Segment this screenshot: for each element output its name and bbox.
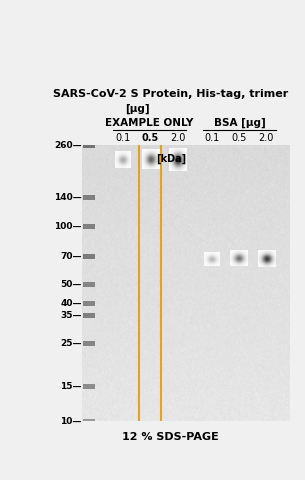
FancyBboxPatch shape	[82, 145, 290, 421]
FancyBboxPatch shape	[83, 312, 95, 318]
FancyBboxPatch shape	[83, 419, 95, 423]
FancyBboxPatch shape	[83, 282, 95, 288]
Text: 0.1: 0.1	[116, 132, 131, 143]
FancyBboxPatch shape	[83, 224, 95, 229]
Text: 10—: 10—	[60, 417, 81, 425]
Text: 0.1: 0.1	[204, 132, 219, 143]
Text: 50—: 50—	[60, 280, 81, 289]
FancyBboxPatch shape	[83, 384, 95, 389]
Text: 140—: 140—	[54, 193, 81, 202]
Text: 25—: 25—	[60, 339, 81, 348]
Text: 12 % SDS-PAGE: 12 % SDS-PAGE	[122, 432, 219, 442]
Text: [μg]: [μg]	[125, 104, 150, 114]
FancyBboxPatch shape	[83, 195, 95, 200]
Text: 0.5: 0.5	[142, 132, 159, 143]
FancyBboxPatch shape	[83, 341, 95, 346]
FancyBboxPatch shape	[83, 301, 95, 306]
Text: 15—: 15—	[60, 382, 81, 391]
Text: 100—: 100—	[54, 222, 81, 231]
FancyBboxPatch shape	[83, 254, 95, 259]
Text: 260—: 260—	[54, 141, 81, 150]
Text: 70—: 70—	[60, 252, 81, 261]
Text: SARS-CoV-2 S Protein, His-tag, trimer: SARS-CoV-2 S Protein, His-tag, trimer	[53, 89, 289, 98]
Text: [kDa]: [kDa]	[156, 154, 186, 164]
Text: EXAMPLE ONLY: EXAMPLE ONLY	[105, 118, 194, 128]
FancyBboxPatch shape	[83, 143, 95, 148]
Text: 40—: 40—	[60, 299, 81, 308]
Text: 2.0: 2.0	[170, 132, 185, 143]
Text: 0.5: 0.5	[231, 132, 247, 143]
Text: BSA [μg]: BSA [μg]	[214, 117, 266, 128]
Text: 2.0: 2.0	[258, 132, 274, 143]
Text: 35—: 35—	[60, 311, 81, 320]
